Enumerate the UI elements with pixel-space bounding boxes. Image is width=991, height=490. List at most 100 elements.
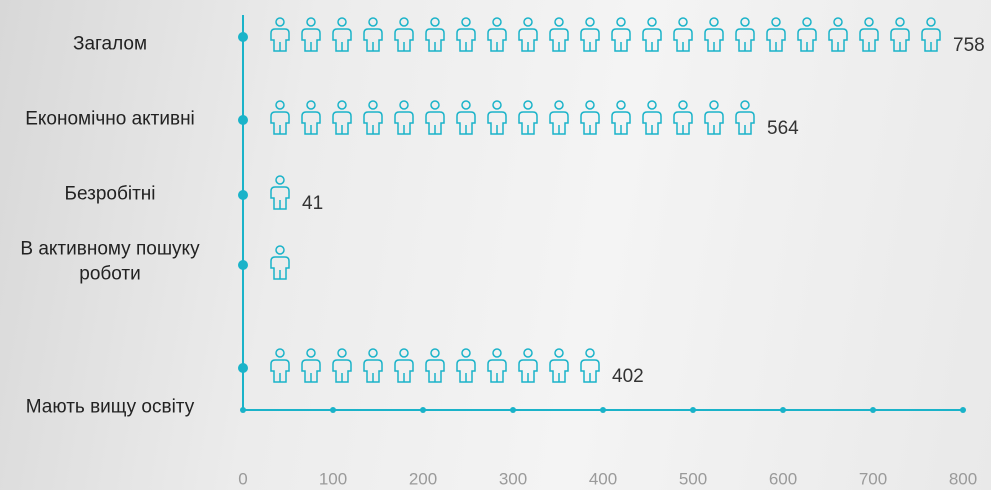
tick-mark (960, 407, 966, 413)
pictogram-bar (243, 245, 290, 281)
icon-head (895, 17, 905, 27)
icon-body (363, 111, 383, 135)
icon-body (425, 28, 445, 52)
icon-body (394, 28, 414, 52)
icon-head (368, 17, 378, 27)
icon-body (673, 28, 693, 52)
icon-head (492, 100, 502, 110)
bar-extent (243, 245, 261, 281)
icon-head (771, 17, 781, 27)
row-dot (238, 363, 248, 373)
icon-body (425, 359, 445, 383)
icon-body (704, 111, 724, 135)
icon-head (647, 100, 657, 110)
icon-body (518, 111, 538, 135)
icon-body (580, 359, 600, 383)
row-dot (238, 115, 248, 125)
icon-body (549, 111, 569, 135)
icon-body (611, 28, 631, 52)
icon-head (430, 100, 440, 110)
category-label: Безробітні (64, 183, 156, 205)
icon-head (399, 348, 409, 358)
icon-body (797, 28, 817, 52)
icon-body (270, 111, 290, 135)
icon-head (585, 100, 595, 110)
icon-head (678, 17, 688, 27)
icon-body (301, 28, 321, 52)
icon-body (332, 111, 352, 135)
icon-body (518, 28, 538, 52)
tick-mark (240, 407, 246, 413)
pictogram-bar (270, 100, 755, 135)
icon-head (802, 17, 812, 27)
value-label: 41 (302, 193, 323, 214)
tick-mark (420, 407, 426, 413)
category-label: Економічно активні (25, 108, 195, 130)
icon-head (337, 348, 347, 358)
x-tick-label: 600 (769, 469, 797, 488)
row-dot (238, 190, 248, 200)
icon-body (518, 359, 538, 383)
icon-body (549, 28, 569, 52)
x-tick-label: 300 (499, 469, 527, 488)
icon-head (306, 17, 316, 27)
icon-head (678, 100, 688, 110)
icon-body (270, 256, 290, 280)
icon-body (270, 186, 290, 210)
icon-body (456, 111, 476, 135)
icon-head (647, 17, 657, 27)
icon-body (301, 359, 321, 383)
icon-head (740, 100, 750, 110)
icon-head (399, 17, 409, 27)
icon-body (611, 111, 631, 135)
icon-head (275, 17, 285, 27)
icon-body (270, 28, 290, 52)
icon-body (456, 28, 476, 52)
icon-head (306, 348, 316, 358)
icon-body (859, 28, 879, 52)
value-label: 402 (612, 366, 644, 387)
icon-head (275, 100, 285, 110)
icon-body (456, 359, 476, 383)
pictogram-bar (270, 17, 941, 52)
icon-head (523, 100, 533, 110)
icon-body (890, 28, 910, 52)
row-dot (238, 260, 248, 270)
icon-head (833, 17, 843, 27)
x-tick-label: 100 (319, 469, 347, 488)
icon-body (425, 111, 445, 135)
icon-body (766, 28, 786, 52)
icon-body (921, 28, 941, 52)
icon-head (523, 348, 533, 358)
tick-mark (600, 407, 606, 413)
icon-body (828, 28, 848, 52)
icon-body (580, 111, 600, 135)
row-dot (238, 32, 248, 42)
pictogram-bar (270, 348, 600, 383)
icon-body (487, 28, 507, 52)
icon-head (337, 17, 347, 27)
icon-head (461, 100, 471, 110)
category-label: В активному пошуку роботи (20, 238, 200, 284)
icon-body (735, 111, 755, 135)
icon-head (368, 100, 378, 110)
icon-body (301, 111, 321, 135)
icon-body (363, 28, 383, 52)
icon-head (306, 100, 316, 110)
icon-head (740, 17, 750, 27)
icon-head (554, 100, 564, 110)
x-tick-label: 500 (679, 469, 707, 488)
icon-body (270, 359, 290, 383)
icon-head (926, 17, 936, 27)
icon-head (709, 17, 719, 27)
x-tick-label: 700 (859, 469, 887, 488)
icon-head (399, 100, 409, 110)
x-tick-label: 400 (589, 469, 617, 488)
value-label: 758 (953, 35, 985, 56)
icon-body (394, 359, 414, 383)
icon-body (332, 28, 352, 52)
icon-head (616, 17, 626, 27)
icon-head (709, 100, 719, 110)
